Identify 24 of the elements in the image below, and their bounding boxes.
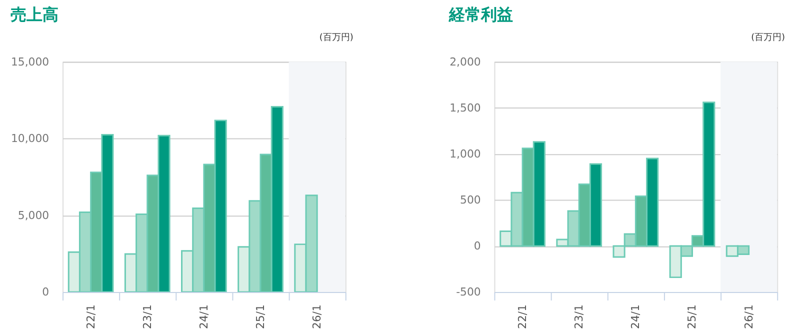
text: (百万円) xyxy=(751,32,786,43)
y-tick-label: 0 xyxy=(42,286,50,299)
text: (百万円) xyxy=(319,32,354,43)
y-tick-label: 1,500 xyxy=(450,101,481,114)
chart-title: 経常利益 xyxy=(448,5,514,24)
x-tick-label: 25/1 xyxy=(686,304,699,329)
y-tick-label: 0 xyxy=(474,239,481,252)
x-tick-label: 23/1 xyxy=(140,304,154,329)
y-tick-label: 2,000 xyxy=(450,55,481,68)
x-tick-label: 24/1 xyxy=(629,304,642,329)
x-tick-label: 22/1 xyxy=(516,304,530,329)
y-tick-label: 15,000 xyxy=(10,55,50,68)
y-tick-label: 1,000 xyxy=(450,147,481,160)
chart-title: 売上高 xyxy=(10,5,58,24)
y-tick-label: 5,000 xyxy=(18,208,50,222)
y-tick-label: 10,000 xyxy=(10,132,50,146)
x-tick-label: 23/1 xyxy=(572,304,586,329)
x-tick-label: 25/1 xyxy=(254,304,267,329)
x-tick-label: 24/1 xyxy=(197,304,210,329)
y-tick-label: -500 xyxy=(456,286,481,299)
x-tick-label: 26/1 xyxy=(310,304,324,329)
x-tick-label: 26/1 xyxy=(742,304,756,329)
x-tick-label: 22/1 xyxy=(84,304,98,329)
y-tick-label: 500 xyxy=(460,193,481,206)
